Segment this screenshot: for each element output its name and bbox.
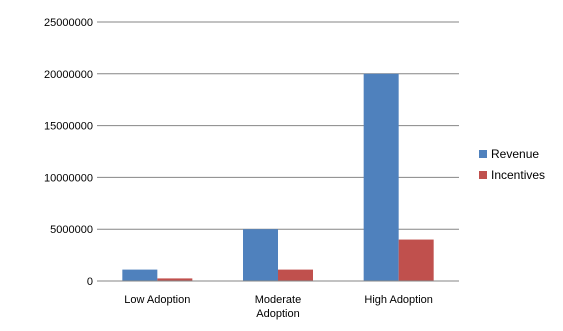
y-tick-label: 20000000: [44, 69, 93, 81]
y-tick-label: 15000000: [44, 121, 93, 133]
y-tick-label: 25000000: [44, 17, 93, 29]
legend-swatch-revenue: [479, 150, 487, 158]
legend-label-incentives: Incentives: [491, 168, 545, 182]
x-tick-label: High Adoption: [364, 294, 433, 306]
bars: [122, 73, 434, 281]
legend-swatch-incentives: [479, 171, 487, 179]
y-tick-label: 10000000: [44, 172, 93, 184]
bar-revenue-1: [122, 269, 158, 281]
bar-revenue-3: [363, 73, 399, 281]
x-tick-label: Adoption: [256, 308, 299, 320]
gridlines: [97, 21, 459, 230]
x-tick-label: Low Adoption: [124, 294, 190, 306]
bar-incentives-2: [278, 269, 313, 281]
x-tick-label: Moderate: [255, 294, 301, 306]
y-axis-tick-labels: 0 5000000 10000000 15000000 20000000 25000000: [44, 17, 93, 288]
x-axis-tick-labels: Low Adoption Moderate Adoption High Adoptio…: [124, 294, 433, 320]
y-tick-label: 0: [87, 276, 93, 288]
bar-revenue-2: [243, 229, 278, 281]
y-tick-label: 5000000: [50, 224, 93, 236]
bar-incentives-1: [157, 278, 193, 281]
legend: Revenue Incentives: [479, 147, 545, 182]
bar-incentives-3: [398, 239, 434, 281]
legend-label-revenue: Revenue: [491, 147, 539, 161]
